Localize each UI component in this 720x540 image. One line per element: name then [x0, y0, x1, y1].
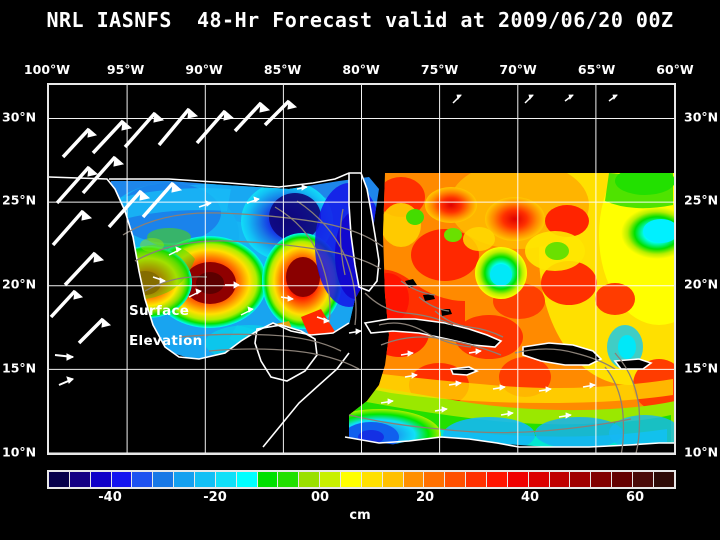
colorbar-swatch-13 — [320, 472, 342, 487]
lon-tick-80w: 80°W — [342, 62, 380, 77]
map-annotation-line2: Elevation — [129, 333, 203, 349]
colorbar[interactable] — [47, 470, 676, 489]
lat-tick-25n-left: 25°N — [2, 192, 37, 208]
colorbar-swatch-5 — [153, 472, 175, 487]
colorbar-swatch-2 — [90, 472, 112, 487]
colorbar-swatch-1 — [69, 472, 91, 487]
colorbar-swatch-21 — [487, 472, 508, 487]
colorbar-tick--20: -20 — [203, 490, 227, 505]
colorbar-swatch-7 — [195, 472, 216, 487]
lat-tick-20n-right: 20°N — [684, 276, 719, 292]
lat-tick-15n-left: 15°N — [2, 360, 37, 376]
colorbar-tick-20: 20 — [415, 490, 435, 505]
surface-current-vectors — [49, 94, 618, 419]
colorbar-swatch-23 — [528, 472, 550, 487]
lon-tick-95w: 95°W — [106, 62, 145, 77]
colorbar-swatch-22 — [507, 472, 529, 487]
colorbar-unit-label: cm — [349, 508, 371, 523]
isobath-contours — [122, 200, 641, 453]
colorbar-swatch-10 — [257, 472, 279, 487]
colorbar-tick-40: 40 — [520, 490, 540, 505]
colorbar-swatch-27 — [612, 472, 634, 487]
colorbar-swatch-9 — [236, 472, 258, 487]
sea-surface-elevation-field — [49, 85, 674, 453]
lat-tick-20n-left: 20°N — [2, 276, 37, 292]
lon-tick-100w: 100°W — [23, 62, 71, 77]
colorbar-swatch-24 — [549, 472, 571, 487]
lon-tick-75w: 75°W — [420, 62, 459, 77]
coastlines — [49, 172, 674, 448]
colorbar-swatch-20 — [466, 472, 488, 487]
map-annotation-line1: Surface — [129, 303, 190, 319]
colorbar-tick-60: 60 — [625, 490, 645, 505]
colorbar-swatch-28 — [633, 472, 654, 487]
page-title: NRL IASNFS 48-Hr Forecast valid at 2009/… — [46, 8, 674, 32]
lat-tick-30n-right: 30°N — [684, 109, 719, 125]
lon-tick-60w: 60°W — [656, 62, 694, 77]
lat-tick-25n-right: 25°N — [684, 192, 719, 208]
lat-tick-10n-right: 10°N — [684, 444, 719, 460]
colorbar-tick-00: 00 — [310, 490, 330, 505]
colorbar-swatch-6 — [174, 472, 196, 487]
lon-tick-85w: 85°W — [263, 62, 302, 77]
lat-tick-10n-left: 10°N — [2, 444, 37, 460]
colorbar-swatch-19 — [445, 472, 467, 487]
colorbar-swatch-12 — [299, 472, 321, 487]
lon-tick-65w: 65°W — [577, 62, 616, 77]
colorbar-swatch-3 — [111, 472, 133, 487]
lat-lon-grid — [49, 85, 674, 453]
colorbar-swatch-4 — [132, 472, 154, 487]
lon-tick-90w: 90°W — [185, 62, 223, 77]
colorbar-swatch-16 — [382, 472, 404, 487]
colorbar-swatch-14 — [341, 472, 362, 487]
colorbar-swatch-11 — [278, 472, 300, 487]
lat-tick-30n-left: 30°N — [2, 109, 37, 125]
colorbar-tick--40: -40 — [98, 490, 122, 505]
colorbar-swatch-8 — [215, 472, 237, 487]
map-plot-area[interactable]: Surface Elevation — [47, 83, 676, 455]
colorbar-swatch-29 — [653, 472, 674, 487]
lat-tick-15n-right: 15°N — [684, 360, 719, 376]
colorbar-swatch-25 — [570, 472, 592, 487]
colorbar-swatch-0 — [49, 472, 70, 487]
lon-tick-70w: 70°W — [499, 62, 537, 77]
colorbar-swatch-17 — [403, 472, 425, 487]
colorbar-swatch-15 — [361, 472, 383, 487]
colorbar-swatch-18 — [424, 472, 446, 487]
colorbar-swatch-26 — [591, 472, 613, 487]
